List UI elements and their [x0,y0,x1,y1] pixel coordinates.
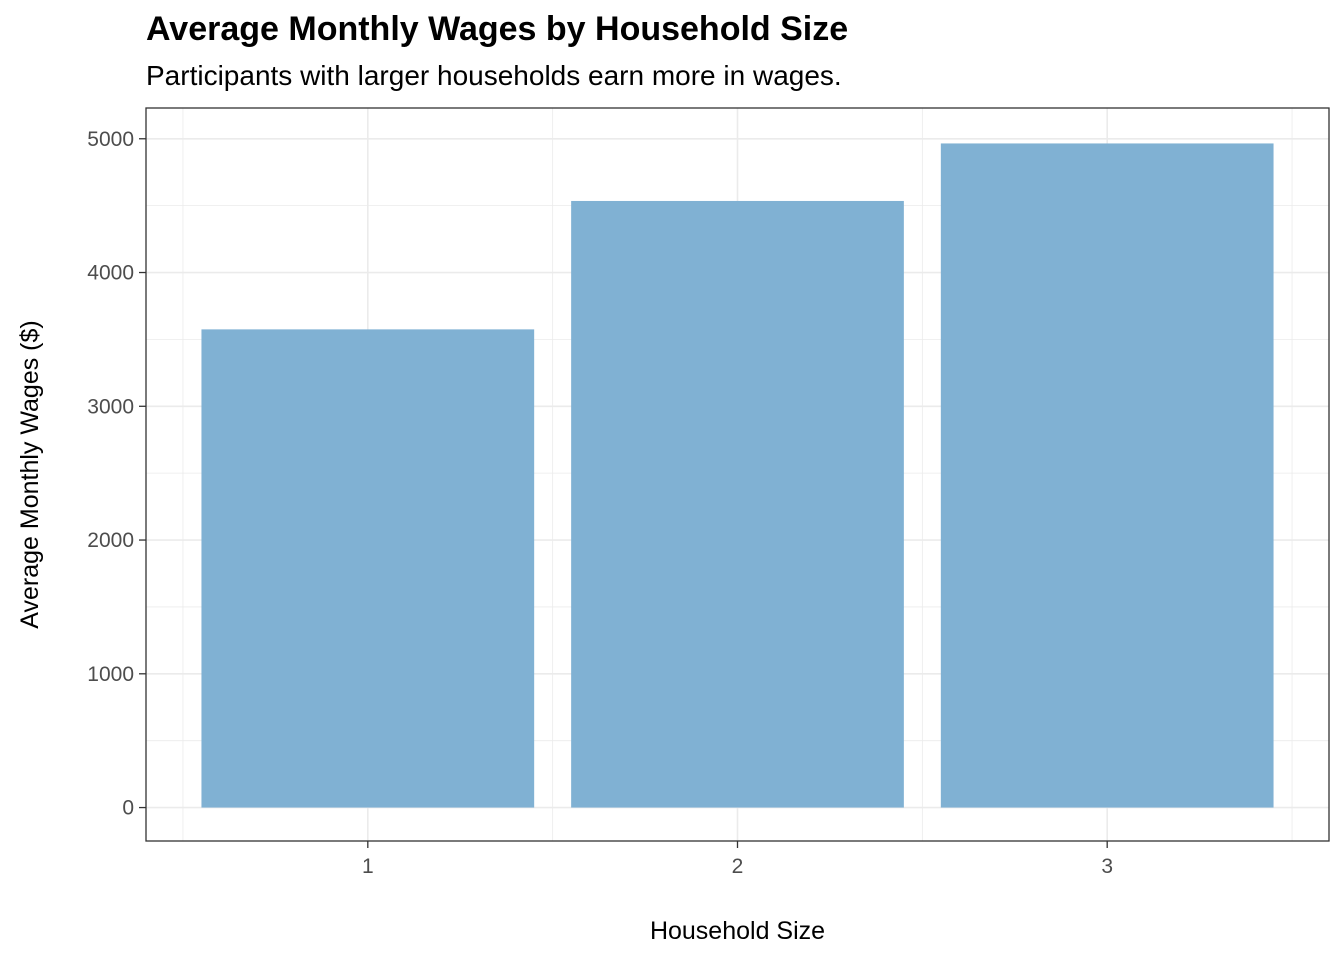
bars [201,143,1274,808]
y-tick-label: 3000 [87,395,134,418]
bar-2 [571,200,904,808]
bar-1 [201,329,535,808]
y-tick-label: 2000 [87,529,134,552]
y-tick-label: 5000 [87,128,134,151]
y-tick-label: 0 [122,797,134,820]
chart-title: Average Monthly Wages by Household Size [146,10,849,48]
x-axis: 1 2 3 [362,841,1113,878]
x-axis-title: Household Size [650,917,825,945]
x-tick-label: 1 [362,855,374,878]
y-tick-label: 1000 [87,663,134,686]
x-tick-label: 3 [1101,855,1113,878]
x-tick-label: 2 [732,855,744,878]
chart-subtitle: Participants with larger households earn… [146,60,842,91]
y-tick-label: 4000 [87,262,134,285]
bar-3 [940,143,1274,808]
y-axis: 0 1000 2000 3000 4000 5000 [87,128,146,820]
y-axis-title: Average Monthly Wages ($) [16,320,44,628]
